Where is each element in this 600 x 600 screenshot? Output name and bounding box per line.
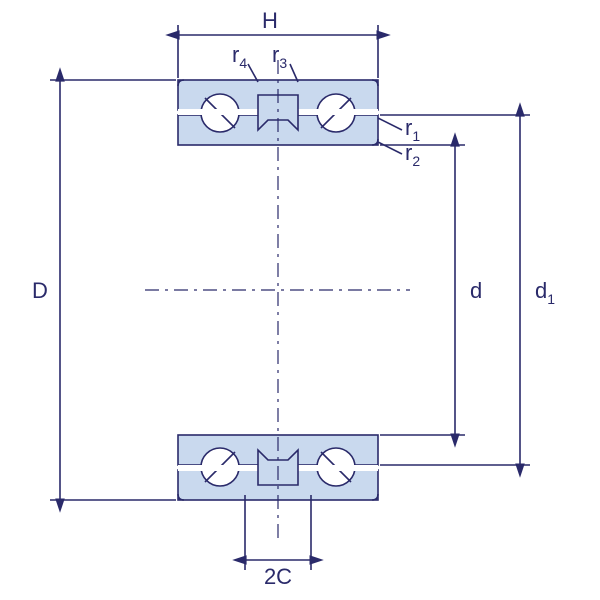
- svg-text:r4: r4: [232, 42, 247, 71]
- pointer-r3: r3: [272, 42, 298, 82]
- pointer-r1: r1: [378, 115, 420, 144]
- bearing-diagram: H D d d1 r1 r2 r4 r3: [0, 0, 600, 600]
- dimension-2C: 2C: [245, 495, 311, 589]
- pointer-r4: r4: [232, 42, 258, 82]
- label-d: d: [470, 278, 482, 303]
- label-2C: 2C: [264, 564, 292, 589]
- svg-text:r3: r3: [272, 42, 287, 71]
- label-d1: d1: [535, 278, 555, 307]
- label-D: D: [32, 278, 48, 303]
- dimension-d: d: [380, 145, 482, 435]
- label-H: H: [262, 8, 278, 33]
